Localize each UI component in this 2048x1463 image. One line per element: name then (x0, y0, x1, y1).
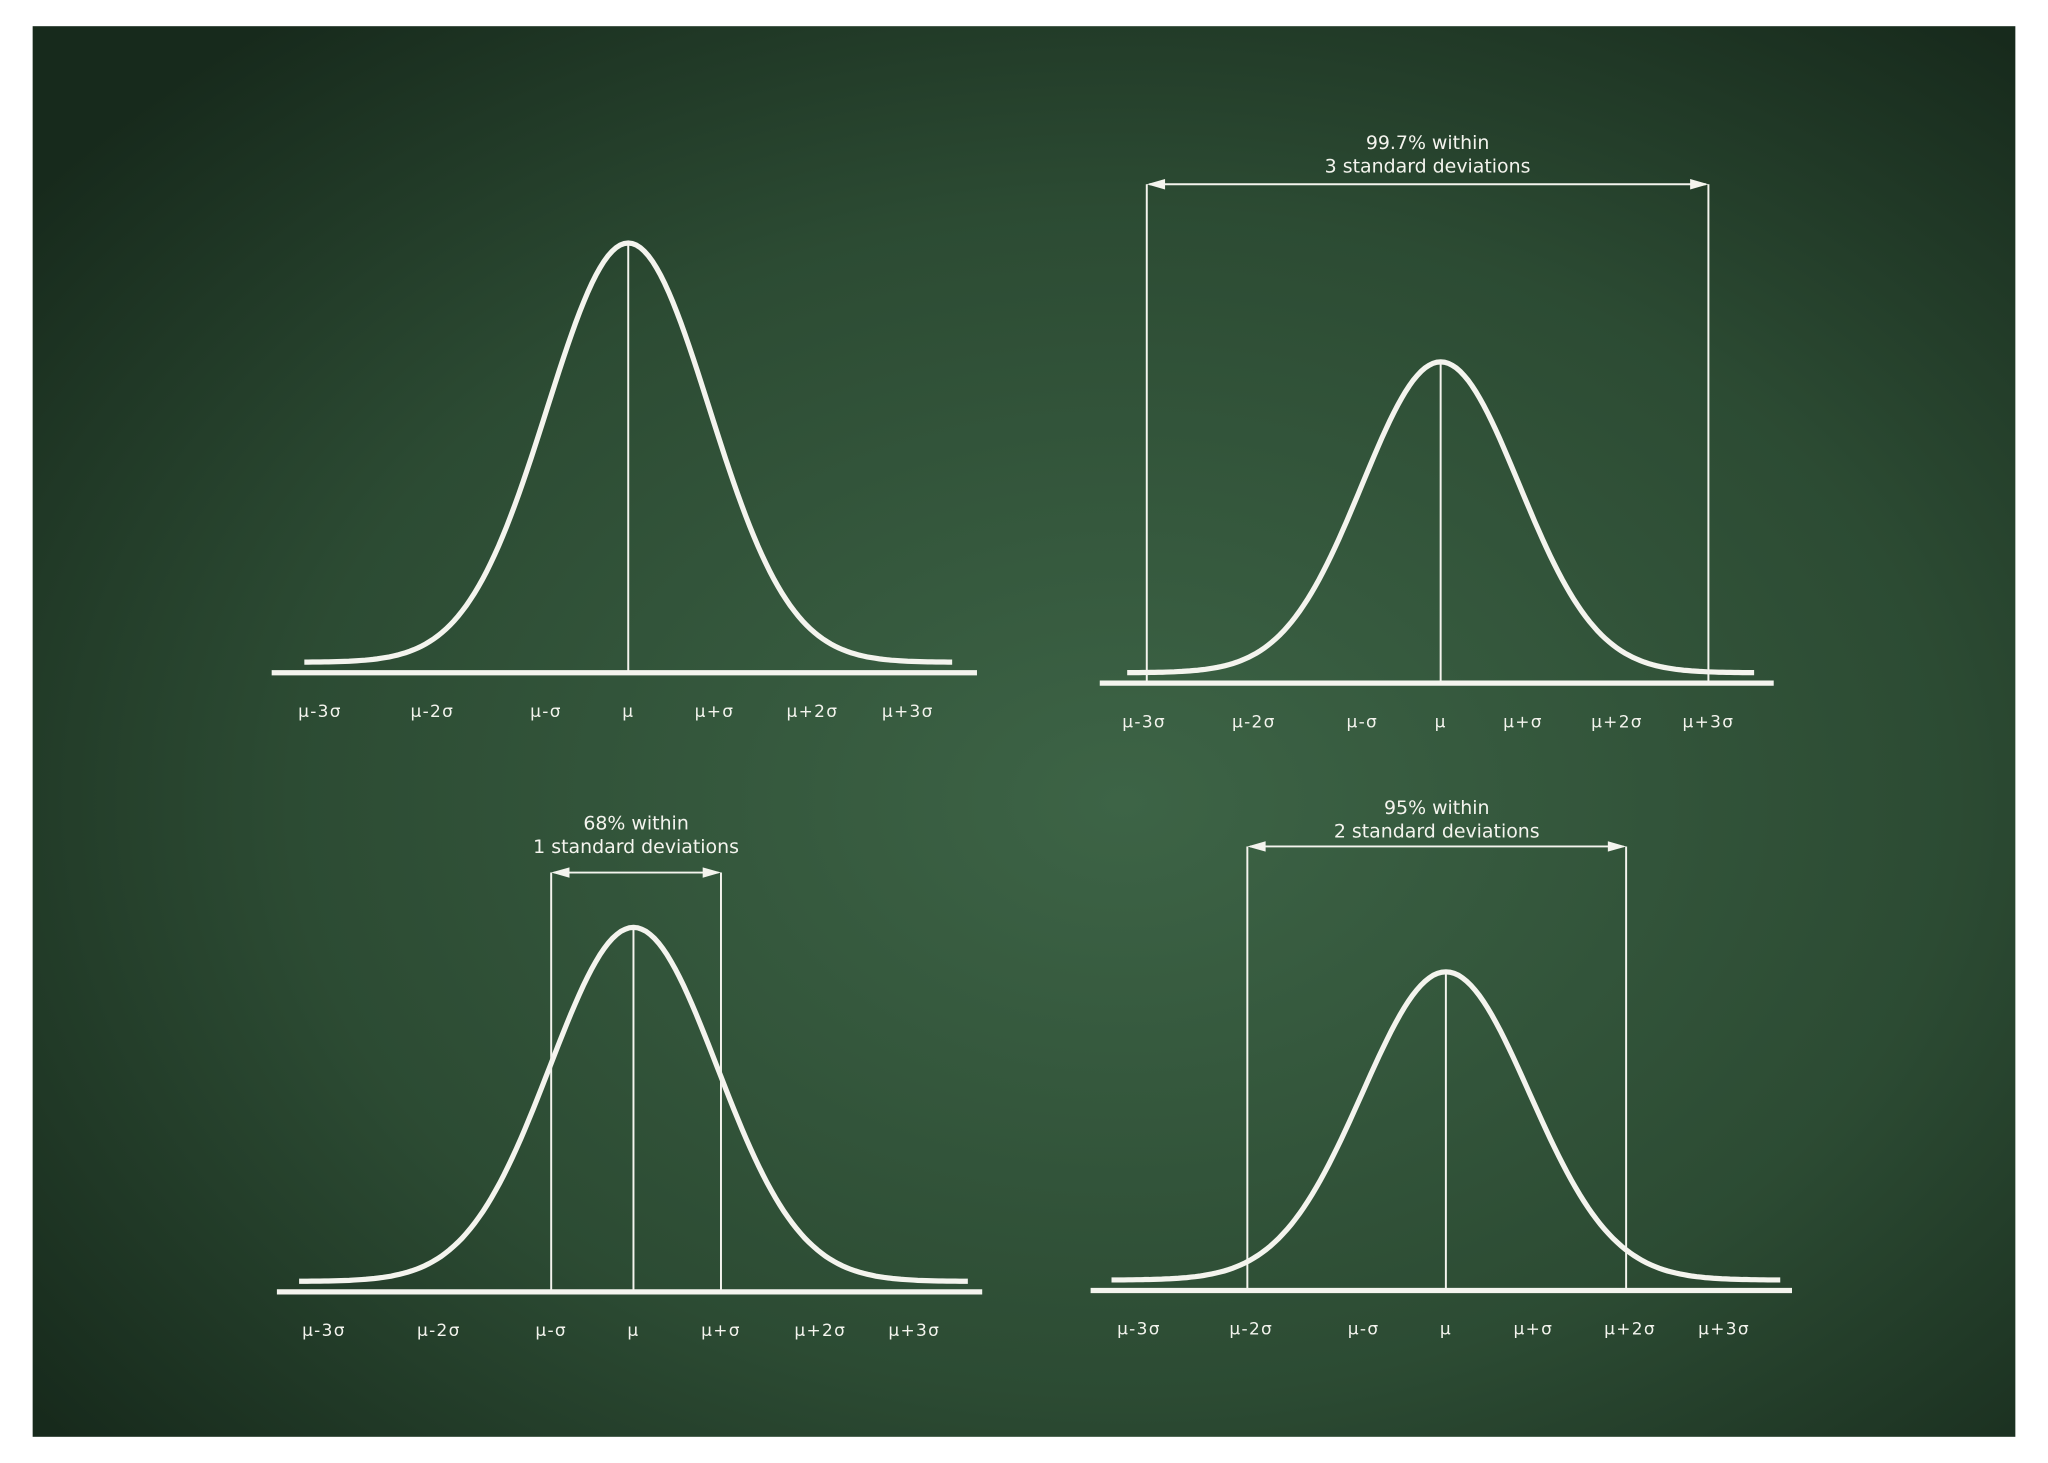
annotation: 3 standard deviations (1325, 156, 1531, 178)
axis-label: μ-σ (535, 1321, 567, 1341)
axis-label: μ+σ (1503, 712, 1543, 732)
axis-label: μ+3σ (1683, 712, 1735, 732)
axis-label: μ (622, 702, 634, 722)
axis-label: μ+3σ (888, 1321, 940, 1341)
axis-label: μ-σ (1346, 712, 1378, 732)
annotation: 95% within (1384, 797, 1489, 819)
axis-label: μ+2σ (1591, 712, 1643, 732)
axis-label: μ-2σ (1229, 1320, 1273, 1340)
axis-label: μ (627, 1321, 639, 1341)
axis-label: μ+σ (701, 1321, 741, 1341)
board-surface (32, 26, 2016, 1437)
arrow-head (1690, 179, 1709, 190)
arrow-head (551, 867, 570, 878)
arrow-head (1247, 841, 1266, 852)
annotation: 1 standard deviations (533, 836, 739, 858)
axis-label: μ+σ (695, 702, 735, 722)
arrow-head (702, 867, 721, 878)
annotation: 99.7% within (1366, 132, 1490, 154)
annotation: 2 standard deviations (1334, 821, 1540, 843)
axis-label: μ-3σ (298, 702, 342, 722)
arrow-head (1607, 841, 1627, 852)
axis-label: μ+2σ (1604, 1320, 1656, 1340)
axis-label: μ-2σ (410, 702, 454, 722)
axis-label: μ-3σ (1122, 712, 1166, 732)
axis-label: μ+2σ (787, 702, 839, 722)
axis-label: μ+σ (1514, 1320, 1554, 1340)
axis-label: μ-3σ (302, 1321, 346, 1341)
axis-label: μ-3σ (1117, 1320, 1161, 1340)
arrow-head (1146, 179, 1166, 190)
axis-label: μ-σ (1348, 1320, 1380, 1340)
axis-label: μ-2σ (417, 1321, 461, 1341)
axis-label: μ-σ (530, 702, 562, 722)
axis-label: μ+3σ (882, 702, 934, 722)
axis-label: μ+3σ (1698, 1320, 1750, 1340)
axis-label: μ (1435, 712, 1447, 732)
axis-label: μ (1440, 1320, 1452, 1340)
axis-label: μ-2σ (1232, 712, 1276, 732)
axis-label: μ+2σ (794, 1321, 846, 1341)
annotation: 68% within (583, 813, 688, 835)
